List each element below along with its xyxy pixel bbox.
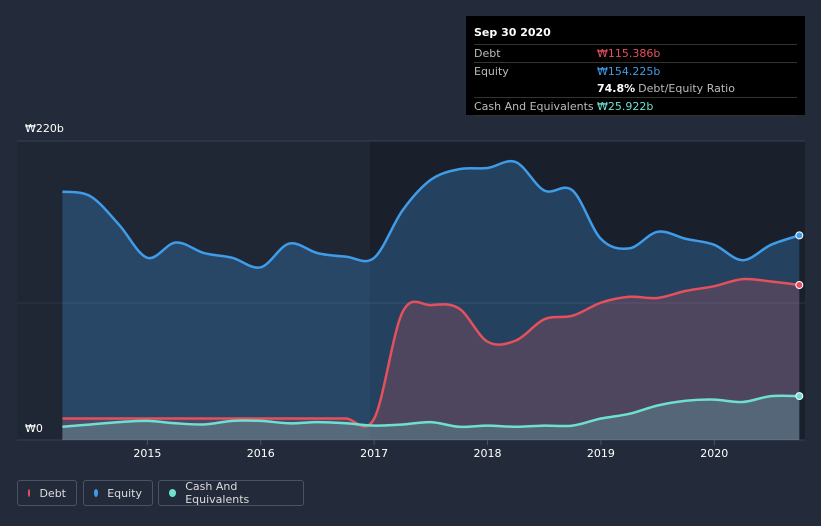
x-tick-label: 2018	[474, 447, 502, 460]
tooltip-panel: Sep 30 2020 Debt ₩115.386b Equity ₩154.2…	[466, 16, 805, 116]
debt-end-marker	[795, 281, 804, 289]
tooltip-equity-value: ₩154.225b	[597, 65, 661, 78]
cash-and-equivalents-end-marker	[795, 392, 804, 401]
tooltip-ratio-label: Debt/Equity Ratio	[638, 82, 735, 95]
y-tick-label-zero: ₩0	[25, 422, 43, 435]
tooltip-date: Sep 30 2020	[474, 26, 551, 39]
x-tick-label: 2015	[133, 447, 161, 460]
tooltip-row-debt: Debt ₩115.386b	[474, 44, 797, 62]
debt-line	[62, 277, 800, 428]
cash-and-equivalents-line	[62, 394, 800, 429]
legend-item-cash[interactable]: Cash And Equivalents	[158, 480, 304, 506]
equity-area	[62, 161, 800, 440]
tooltip-cash-label: Cash And Equivalents	[474, 100, 594, 113]
tooltip-row-cash: Cash And Equivalents ₩25.922b	[474, 97, 797, 116]
x-tick-label: 2016	[247, 447, 275, 460]
legend-label-cash: Cash And Equivalents	[185, 480, 250, 506]
tooltip-debt-value: ₩115.386b	[597, 47, 661, 60]
equity-dot-icon	[94, 489, 99, 497]
tooltip-row-equity: Equity ₩154.225b	[474, 62, 797, 80]
tooltip-row-ratio: 74.8% Debt/Equity Ratio	[474, 80, 797, 97]
legend-item-debt[interactable]: Debt	[17, 480, 77, 506]
x-tick-label: 2019	[587, 447, 615, 460]
cash-dot-icon	[169, 489, 177, 497]
equity-end-marker	[795, 231, 804, 240]
tooltip-debt-label: Debt	[474, 47, 501, 60]
legend-label-debt: Debt	[39, 486, 66, 500]
tooltip-cash-value: ₩25.922b	[597, 100, 654, 113]
legend-label-equity: Equity	[107, 486, 142, 500]
debt-area	[62, 278, 800, 440]
debt-dot-icon	[28, 489, 31, 497]
y-tick-label-top: ₩220b	[25, 122, 64, 135]
tooltip-ratio-value: 74.8%	[597, 82, 636, 95]
x-tick-label: 2017	[360, 447, 388, 460]
legend-item-equity[interactable]: Equity	[83, 480, 153, 506]
cash-and-equivalents-area	[62, 395, 800, 440]
equity-line	[62, 159, 800, 269]
x-tick-label: 2020	[700, 447, 728, 460]
highlight-region	[370, 141, 805, 440]
tooltip-equity-label: Equity	[474, 65, 509, 78]
